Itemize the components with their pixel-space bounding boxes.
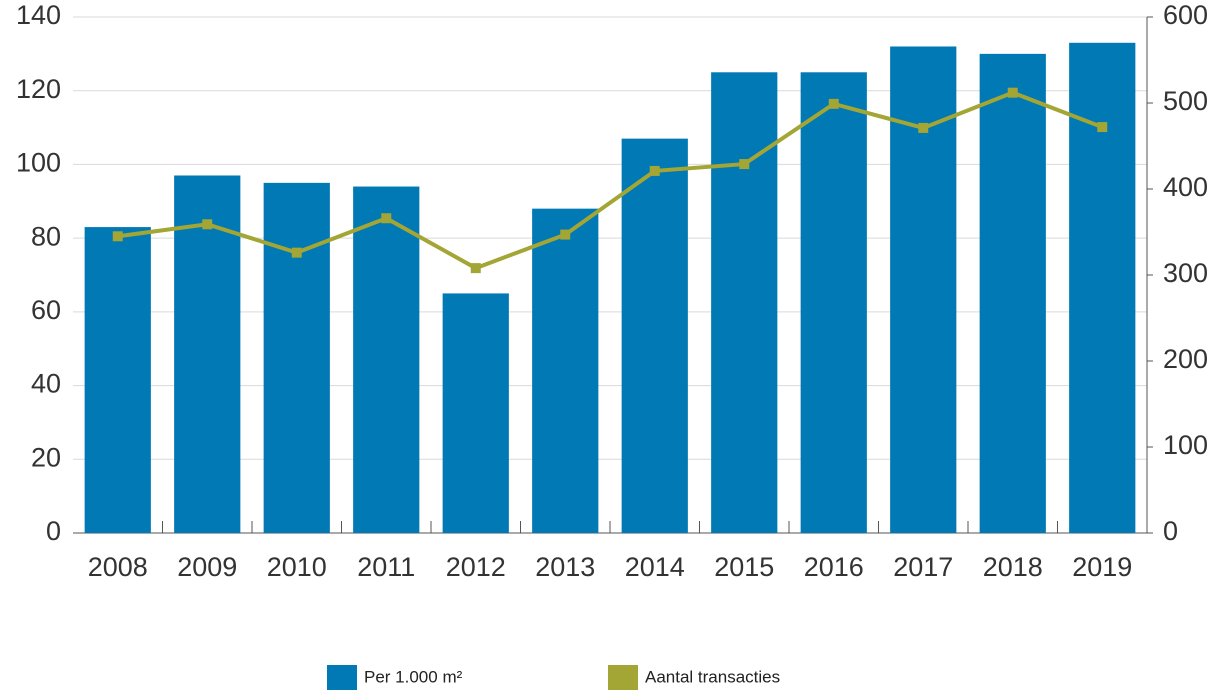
line-marker <box>918 122 929 133</box>
bar <box>84 227 151 534</box>
legend-label: Per 1.000 m² <box>364 667 463 686</box>
y-tick-label: 80 <box>31 221 61 251</box>
x-tick-label: 2008 <box>88 552 148 582</box>
y-tick-label: 140 <box>16 0 61 30</box>
legend-swatch <box>608 665 638 690</box>
line-marker <box>828 98 839 109</box>
line-marker <box>291 247 302 258</box>
x-tick-label: 2014 <box>625 552 685 582</box>
y2-tick-label: 0 <box>1163 516 1178 546</box>
line-marker <box>470 263 481 274</box>
bar <box>263 182 330 533</box>
y-tick-label: 100 <box>16 148 61 178</box>
y-tick-label: 120 <box>16 74 61 104</box>
y-tick-label: 60 <box>31 295 61 325</box>
bar <box>979 53 1046 533</box>
y-tick-label: 0 <box>46 516 61 546</box>
line <box>117 90 1103 271</box>
y2-tick-label: 600 <box>1163 0 1208 30</box>
y2-tick-label: 300 <box>1163 258 1208 288</box>
bar <box>621 138 688 533</box>
bar <box>532 208 599 533</box>
line-marker <box>1097 122 1108 133</box>
line-marker <box>1007 87 1018 98</box>
bar <box>800 72 867 534</box>
line-marker <box>739 159 750 170</box>
x-tick-label: 2019 <box>1072 552 1132 582</box>
line-marker <box>202 219 213 230</box>
x-tick-label: 2012 <box>446 552 506 582</box>
legend-swatch <box>327 665 357 690</box>
y-tick-label: 20 <box>31 442 61 472</box>
x-tick-label: 2013 <box>535 552 595 582</box>
bar <box>174 175 241 533</box>
y2-tick-label: 400 <box>1163 172 1208 202</box>
x-tick-label: 2010 <box>267 552 327 582</box>
x-tick-label: 2009 <box>177 552 237 582</box>
bar <box>353 186 420 534</box>
y2-tick-label: 100 <box>1163 430 1208 460</box>
y2-tick-label: 200 <box>1163 344 1208 374</box>
x-tick-label: 2015 <box>714 552 774 582</box>
bar <box>711 72 778 534</box>
x-tick-label: 2018 <box>983 552 1043 582</box>
line-marker <box>560 229 571 240</box>
y-tick-label: 40 <box>31 369 61 399</box>
x-tick-label: 2011 <box>357 552 415 582</box>
bar <box>442 293 509 533</box>
legend-label: Aantal transacties <box>645 667 780 686</box>
x-tick-label: 2016 <box>804 552 864 582</box>
line-marker <box>381 213 392 224</box>
x-tick-label: 2017 <box>893 552 953 582</box>
line-marker <box>112 231 123 242</box>
line-marker <box>649 165 660 176</box>
y2-tick-label: 500 <box>1163 86 1208 116</box>
